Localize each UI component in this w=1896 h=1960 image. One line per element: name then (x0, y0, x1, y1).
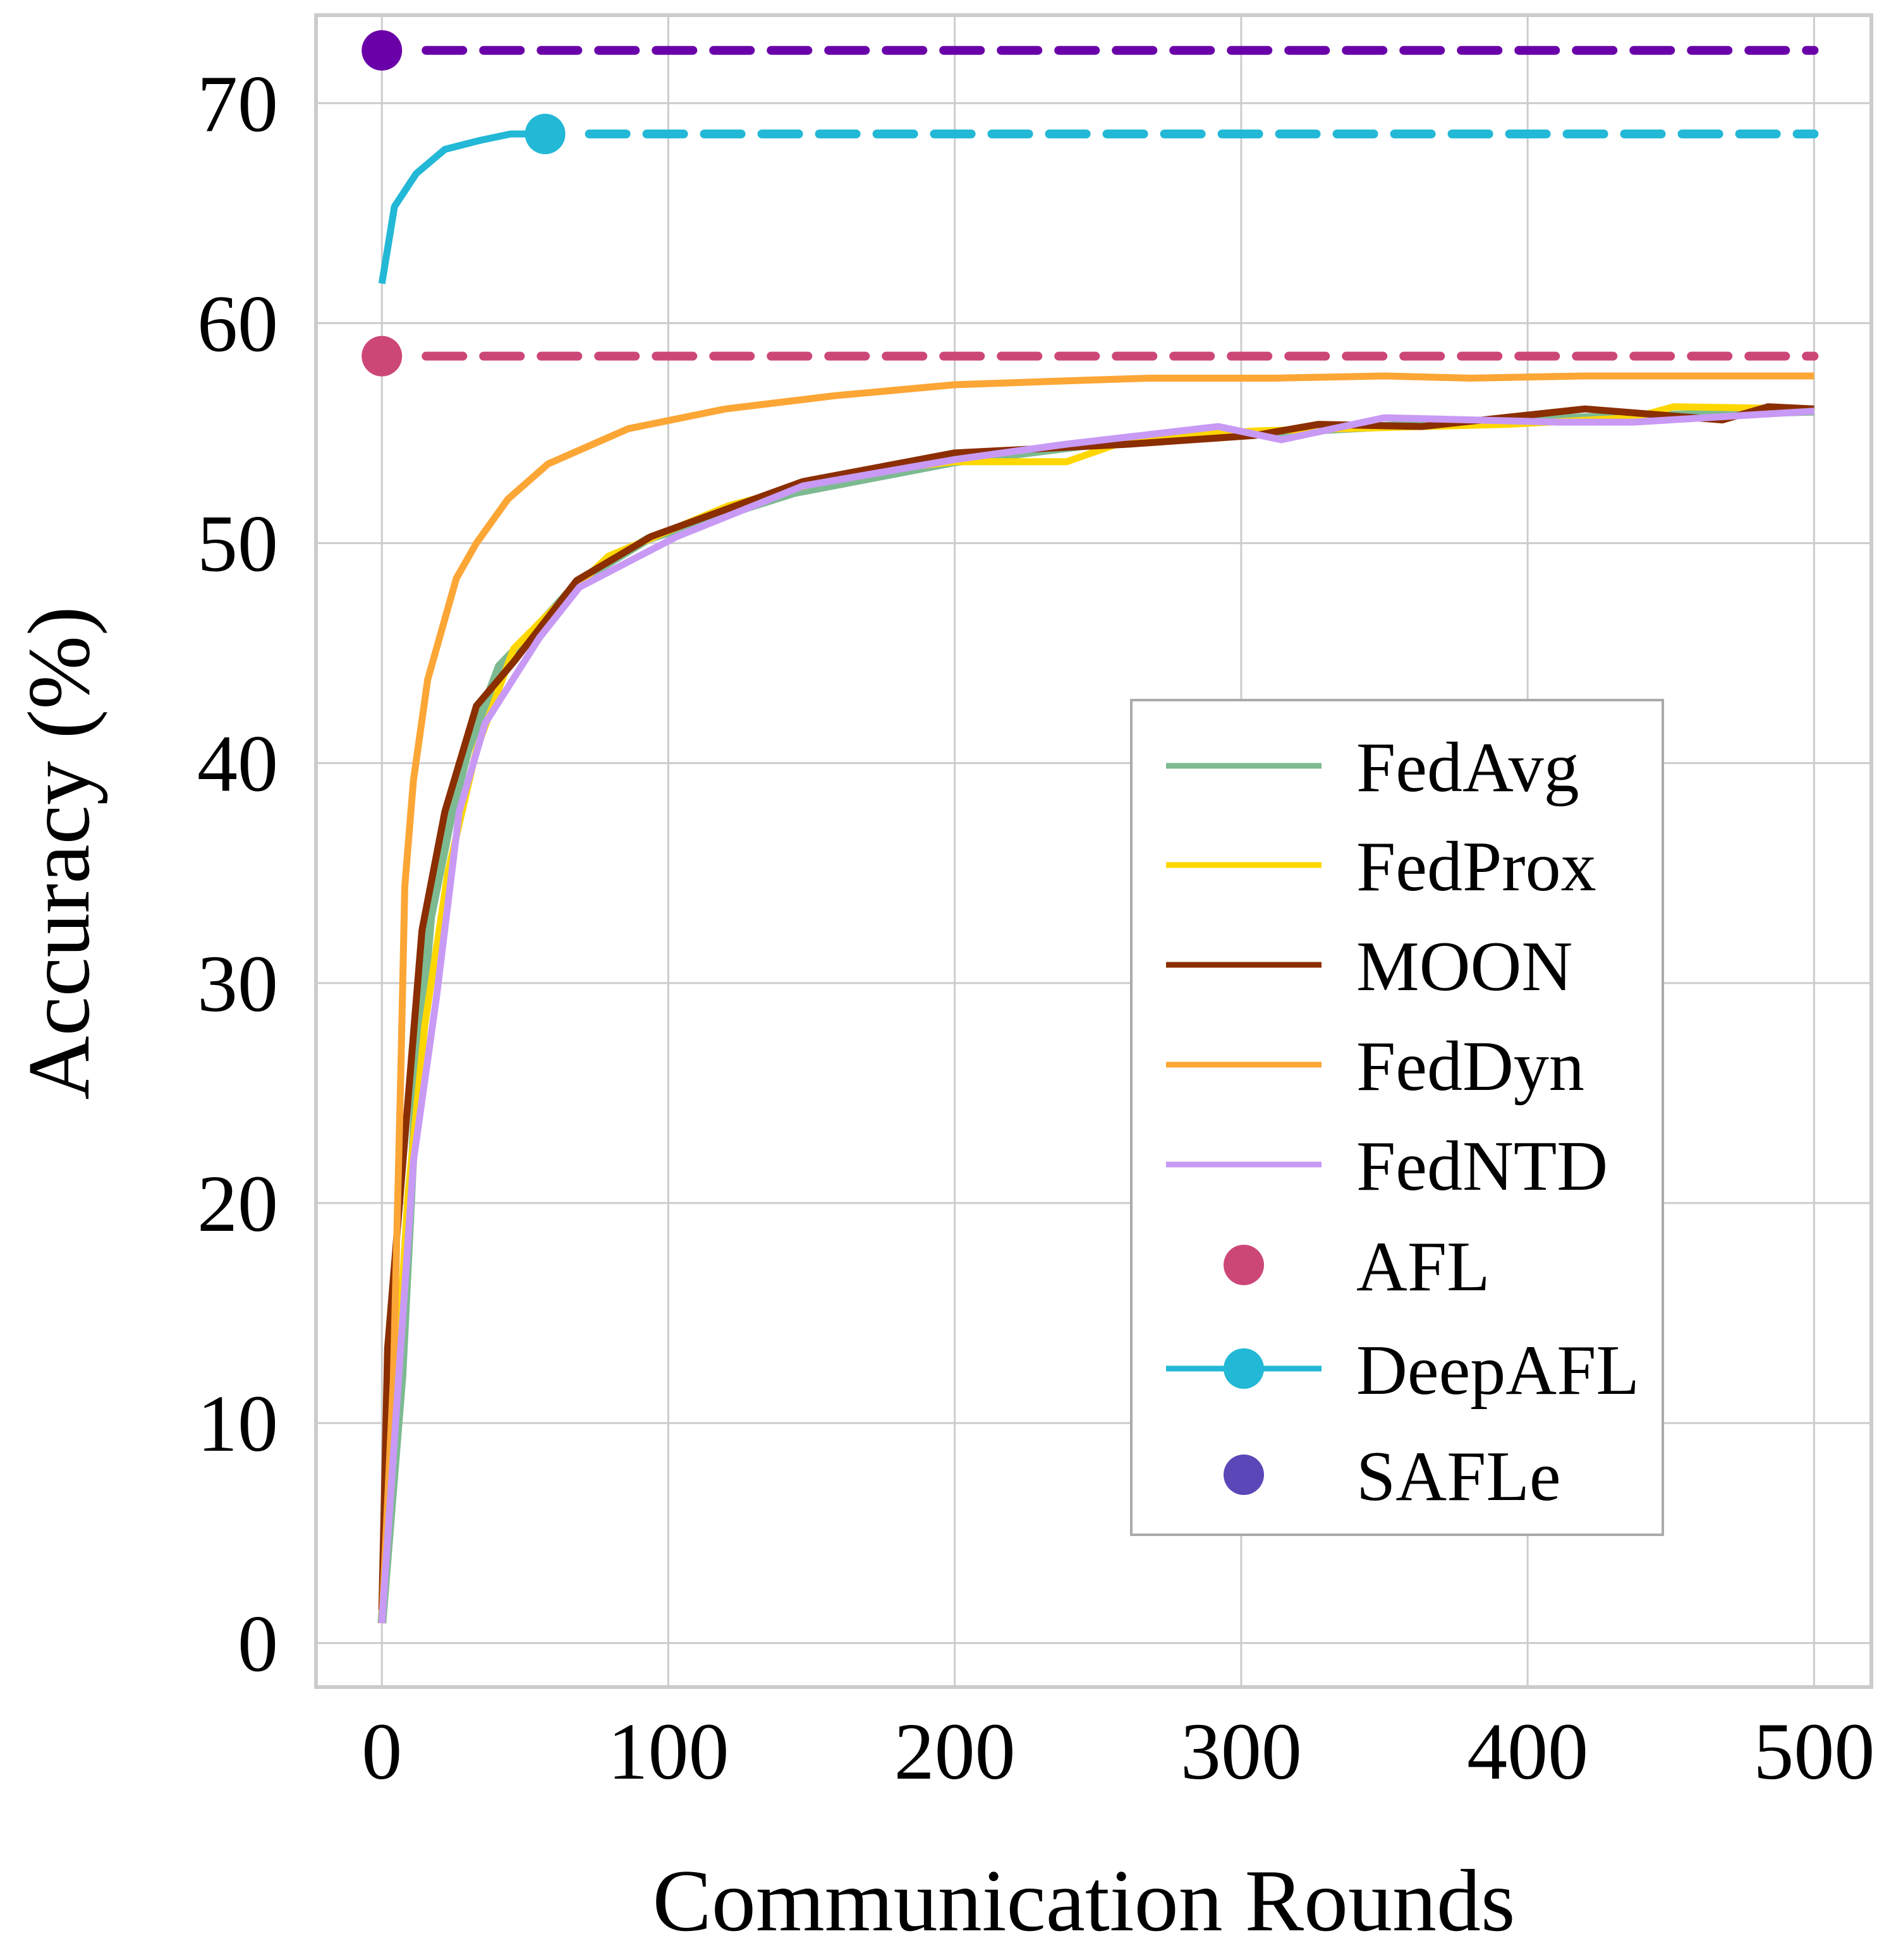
legend: FedAvg FedProx MOON FedDyn FedNTD AFL DeepAFL S… (1130, 699, 1664, 1536)
legend-fedntd-label: FedNTD (1356, 1127, 1608, 1206)
legend-moon-label: MOON (1356, 928, 1572, 1006)
y-tick-label: 40 (197, 719, 278, 809)
legend-afl-label: AFL (1356, 1228, 1490, 1306)
legend-fedavg-label: FedAvg (1356, 729, 1579, 807)
y-tick-label: 0 (238, 1599, 278, 1688)
legend-safle-label: SAFLe (1356, 1437, 1561, 1516)
moon-line (378, 403, 1814, 1611)
legend-box (1130, 699, 1664, 1536)
safle-marker (362, 30, 403, 71)
x-tick-label: 400 (1467, 1707, 1588, 1796)
fedntd-line (378, 408, 1814, 1624)
y-tick-label: 10 (197, 1379, 278, 1468)
legend-afl-marker (1224, 1245, 1264, 1285)
x-tick-label: 0 (362, 1707, 402, 1796)
legend-deepafl-label: DeepAFL (1356, 1331, 1639, 1410)
x-axis-label: Communication Rounds (653, 1852, 1516, 1950)
afl-marker (362, 336, 403, 377)
legend-deepafl-marker (1224, 1348, 1264, 1389)
feddyn-line (378, 372, 1814, 1624)
y-tick-label: 20 (197, 1159, 278, 1249)
deepafl-marker (525, 114, 566, 155)
tick-labels: 0 100 200 300 400 500 0 10 20 30 40 50 60 70 (197, 59, 1875, 1796)
y-axis-label: Accuracy (%) (10, 606, 108, 1099)
series-layer (362, 30, 1819, 1624)
plot-frame (314, 13, 1873, 1689)
legend-safle-marker (1224, 1455, 1264, 1495)
x-tick-label: 500 (1753, 1707, 1875, 1796)
deepafl-line (378, 130, 545, 284)
x-tick-label: 200 (894, 1707, 1016, 1796)
x-tick-label: 100 (607, 1707, 729, 1796)
y-tick-label: 30 (197, 939, 278, 1029)
x-tick-label: 300 (1181, 1707, 1302, 1796)
legend-feddyn-label: FedDyn (1356, 1027, 1584, 1106)
legend-fedprox-label: FedProx (1356, 828, 1596, 906)
y-tick-label: 60 (197, 279, 278, 368)
y-tick-label: 70 (197, 59, 278, 148)
y-tick-label: 50 (197, 499, 278, 589)
